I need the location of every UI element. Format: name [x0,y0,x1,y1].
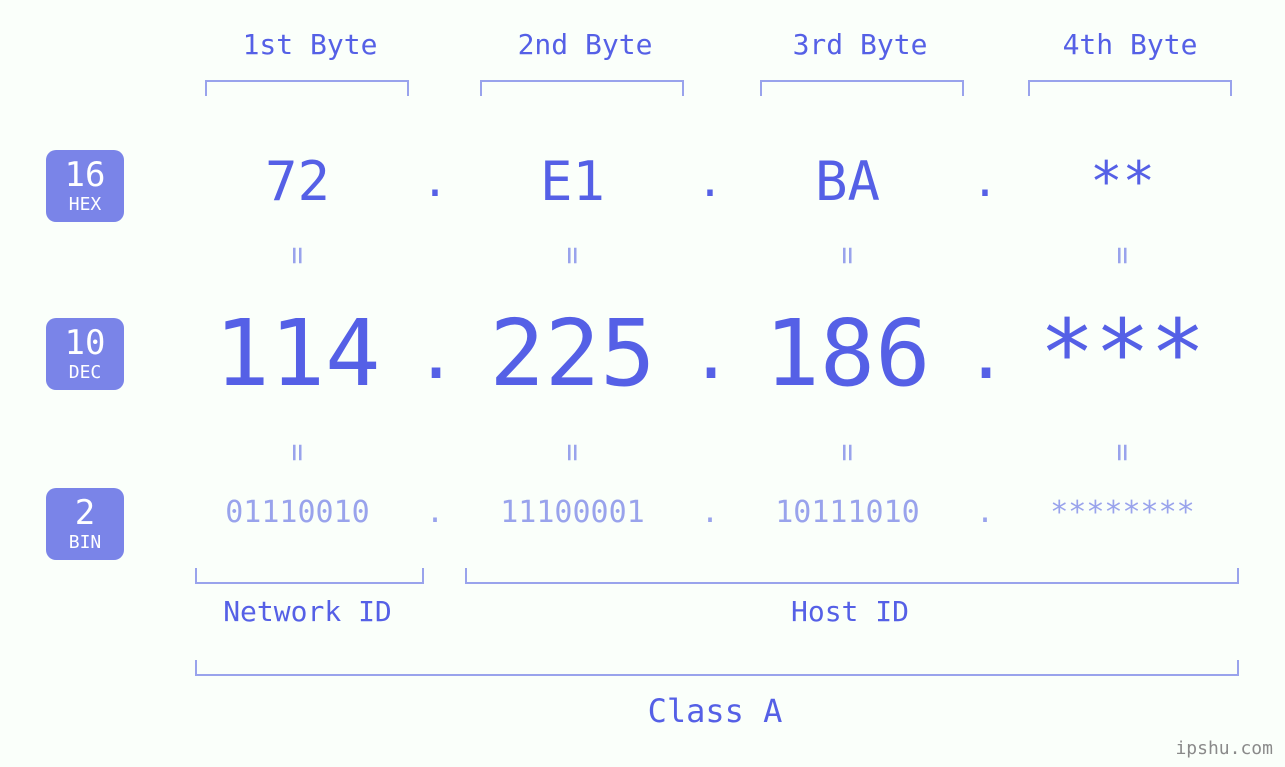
equals-row-2: = = = = [180,435,1240,470]
radix-badge-bin: 2 BIN [46,488,124,560]
equals-2-1: = [280,335,315,570]
equals-2-2: = [555,335,590,570]
byte-bracket-2 [480,80,684,96]
hex-dot-3: . [965,156,1005,207]
class-bracket [195,660,1239,676]
radix-base-hex: 16 [46,158,124,192]
dec-dot-1: . [415,313,455,395]
bin-row: 01110010 . 11100001 . 10111010 . *******… [180,495,1240,530]
hex-row: 72 . E1 . BA . ** [180,150,1240,213]
hex-dot-2: . [690,156,730,207]
radix-base-bin: 2 [46,496,124,530]
radix-base-dec: 10 [46,326,124,360]
byte-header-2: 2nd Byte [485,28,685,61]
dec-dot-3: . [965,313,1005,395]
bin-dot-1: . [415,495,455,530]
radix-label-dec: DEC [46,362,124,384]
bin-byte-3: 10111010 [730,495,965,530]
network-id-label: Network ID [195,595,420,628]
byte-bracket-4 [1028,80,1232,96]
radix-badge-hex: 16 HEX [46,150,124,222]
host-id-label: Host ID [465,595,1235,628]
bin-dot-2: . [690,495,730,530]
byte-bracket-1 [205,80,409,96]
bin-byte-4: ******** [1005,495,1240,530]
radix-badge-dec: 10 DEC [46,318,124,390]
hex-dot-1: . [415,156,455,207]
byte-header-3: 3rd Byte [760,28,960,61]
equals-2-4: = [1105,335,1140,570]
dec-dot-2: . [690,313,730,395]
bin-byte-1: 01110010 [180,495,415,530]
byte-header-4: 4th Byte [1030,28,1230,61]
class-label: Class A [195,692,1235,730]
radix-label-bin: BIN [46,532,124,554]
bin-dot-3: . [965,495,1005,530]
equals-row-1: = = = = [180,238,1240,273]
byte-bracket-3 [760,80,964,96]
bin-byte-2: 11100001 [455,495,690,530]
equals-2-3: = [830,335,865,570]
network-id-bracket [195,568,424,584]
watermark: ipshu.com [1175,738,1273,759]
host-id-bracket [465,568,1239,584]
dec-row: 114 . 225 . 186 . *** [180,300,1240,407]
byte-header-1: 1st Byte [210,28,410,61]
radix-label-hex: HEX [46,194,124,216]
